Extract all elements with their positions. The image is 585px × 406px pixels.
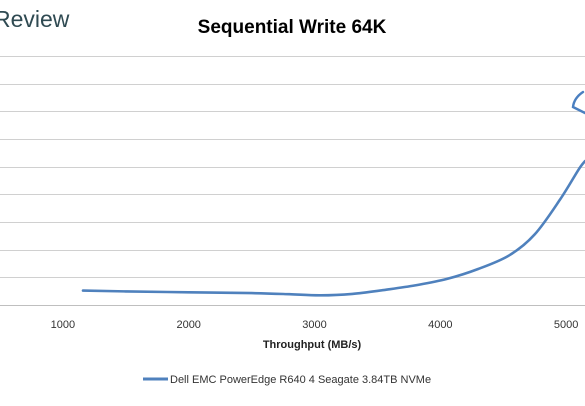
annotation-arrow-mark bbox=[571, 90, 585, 115]
x-tick-label: 3000 bbox=[302, 319, 326, 331]
x-axis-ticks: 1000 2000 3000 4000 5000 bbox=[51, 319, 579, 331]
x-tick-label: 4000 bbox=[428, 319, 452, 331]
legend: Dell EMC PowerEdge R640 4 Seagate 3.84TB… bbox=[143, 374, 431, 386]
series-group bbox=[81, 159, 585, 297]
x-tick-label: 1000 bbox=[51, 319, 75, 331]
x-axis-label: Throughput (MB/s) bbox=[263, 339, 362, 351]
x-tick-label: 2000 bbox=[176, 319, 200, 331]
x-tick-label: 5000 bbox=[554, 319, 578, 331]
logo-text: Review bbox=[0, 6, 70, 32]
gridlines bbox=[0, 56, 585, 306]
series-line-0 bbox=[81, 159, 585, 297]
chart-title: Sequential Write 64K bbox=[198, 17, 387, 38]
legend-label: Dell EMC PowerEdge R640 4 Seagate 3.84TB… bbox=[170, 374, 431, 386]
